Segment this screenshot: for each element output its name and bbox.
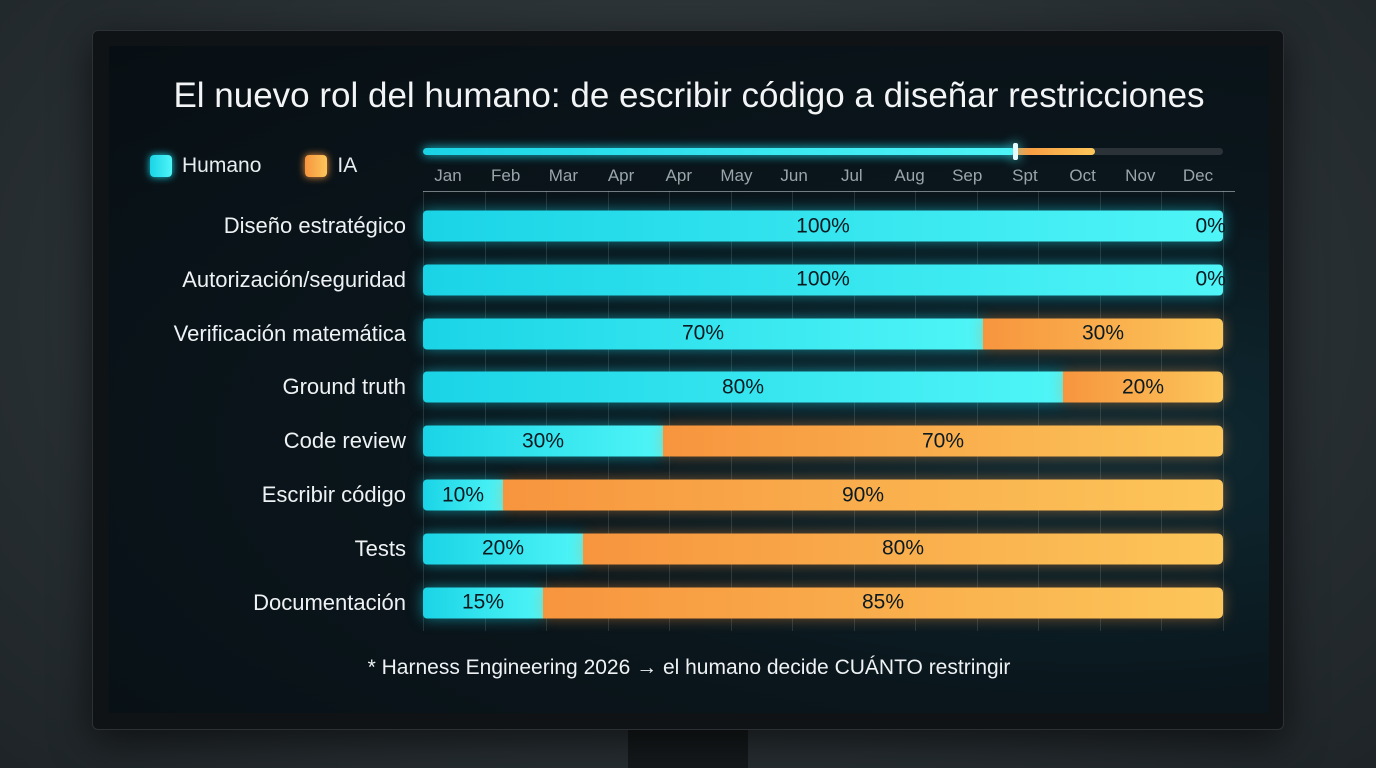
month-label: Jun <box>780 166 808 185</box>
data-label-ia: 0% <box>1195 267 1226 291</box>
gridline <box>669 191 671 631</box>
bar-humano: 80% <box>423 371 1063 403</box>
category-label: Diseño estratégico <box>223 213 406 238</box>
bar-humano: 15% <box>423 587 543 619</box>
month-label: Apr <box>607 166 635 185</box>
data-label-humano: 20% <box>481 536 525 560</box>
bar-humano: 70% <box>423 318 983 350</box>
gridline <box>484 191 486 631</box>
data-label-humano: 100% <box>796 267 850 291</box>
month-label: Dec <box>1182 166 1214 185</box>
category-label: Verificación matemática <box>173 320 406 346</box>
category-label: Escribir código <box>261 482 406 507</box>
data-label-humano: 100% <box>796 214 850 237</box>
month-label: May <box>720 166 753 185</box>
chart-screen: El nuevo rol del humano: de escribir cód… <box>109 46 1269 713</box>
month-label: Oct <box>1069 166 1096 185</box>
category-label: Ground truth <box>282 374 406 400</box>
timeline-thumb[interactable] <box>1013 143 1018 160</box>
category-label: Documentación <box>253 589 406 615</box>
month-label: Mar <box>548 166 579 185</box>
month-label: Aug <box>894 166 925 185</box>
data-label-ia: 85% <box>861 590 905 614</box>
bar-ia: 90% <box>503 479 1223 511</box>
footnote: * Harness Engineering 2026 → el humano d… <box>367 656 1011 679</box>
bar-ia: 20% <box>1063 371 1223 403</box>
bar-ia: 80% <box>583 533 1223 565</box>
bar-ia: 30% <box>983 318 1223 350</box>
gridline <box>730 191 732 631</box>
bar-ia: 70% <box>663 425 1223 457</box>
data-label-ia: 80% <box>881 536 925 560</box>
legend-swatch-ia <box>305 155 328 177</box>
gridline <box>1099 191 1101 631</box>
legend-label-ia: IA <box>337 154 358 177</box>
timeline-humano-fill <box>423 148 1015 155</box>
month-label: Jan <box>434 166 462 185</box>
bar-humano: 10% <box>423 479 503 511</box>
gridline <box>792 191 794 631</box>
monitor-stand <box>628 728 748 768</box>
gridline <box>853 191 855 631</box>
category-label: Code review <box>283 428 406 454</box>
data-label-humano: 10% <box>441 483 485 506</box>
category-label: Tests <box>354 535 406 561</box>
gridline <box>546 191 548 631</box>
gridline <box>607 191 609 631</box>
bar-ia: 85% <box>543 587 1223 619</box>
chart-title: El nuevo rol del humano: de escribir cód… <box>173 76 1205 115</box>
bar-humano: 20% <box>423 533 583 565</box>
gridline <box>915 191 917 631</box>
x-axis-line <box>423 191 1235 192</box>
legend-swatch-humano <box>150 155 172 177</box>
monitor: El nuevo rol del humano: de escribir cód… <box>92 30 1284 730</box>
data-label-humano: 30% <box>521 429 565 453</box>
gridline <box>1223 191 1224 631</box>
month-label: Spt <box>1012 166 1038 185</box>
data-label-humano: 70% <box>681 321 725 345</box>
month-label: Jul <box>840 166 863 185</box>
data-label-ia: 0% <box>1195 214 1226 237</box>
bar-humano: 100% 0% <box>423 264 1226 296</box>
bar-humano: 100% 0% <box>423 210 1226 242</box>
category-label: Autorización/seguridad <box>182 266 406 292</box>
data-label-humano: 15% <box>461 590 505 614</box>
month-label: Feb <box>491 166 521 185</box>
month-label: Nov <box>1125 166 1156 185</box>
gridline <box>1038 191 1040 631</box>
timeline-slider[interactable] <box>423 143 1223 160</box>
month-label: Apr <box>665 166 692 185</box>
data-label-ia: 30% <box>1081 321 1125 345</box>
bar-humano: 30% <box>423 425 663 457</box>
gridline <box>1161 191 1163 631</box>
gridline <box>423 191 424 631</box>
data-label-ia: 20% <box>1121 375 1165 399</box>
data-label-ia: 90% <box>841 483 885 506</box>
legend-label-humano: Humano <box>182 154 262 177</box>
data-label-humano: 80% <box>721 375 765 399</box>
gridline <box>976 191 978 631</box>
data-label-ia: 70% <box>921 429 965 453</box>
month-label: Sep <box>952 166 983 185</box>
timeline-ia-fill <box>1015 148 1095 155</box>
legend: Humano IA <box>150 154 357 178</box>
